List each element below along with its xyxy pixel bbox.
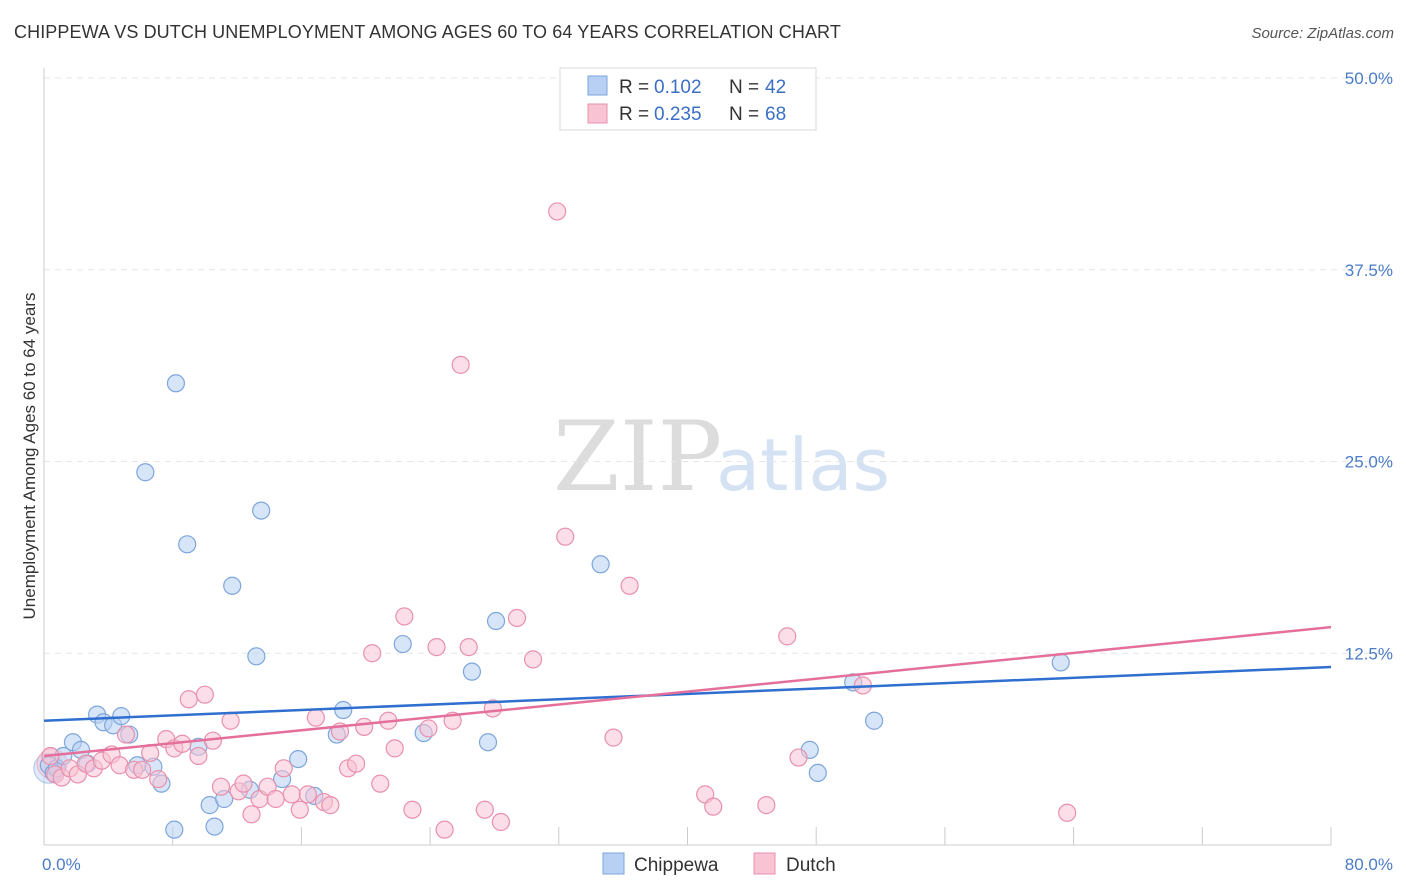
point-dutch bbox=[475, 800, 494, 819]
bottom-legend: Chippewa Dutch bbox=[602, 852, 836, 876]
point-dutch bbox=[211, 777, 231, 796]
point-dutch bbox=[274, 759, 293, 778]
point-chippewa bbox=[252, 501, 271, 520]
source-label: Source: ZipAtlas.com bbox=[1251, 25, 1394, 42]
point-dutch bbox=[282, 785, 301, 804]
point-chippewa bbox=[334, 700, 353, 720]
point-dutch bbox=[321, 796, 340, 815]
legend-r-label-dutch: R = bbox=[619, 104, 649, 125]
trend-line-dutch bbox=[43, 625, 1332, 758]
point-chippewa bbox=[486, 611, 506, 631]
y-tick-label: 37.5% bbox=[1345, 261, 1393, 280]
point-dutch bbox=[523, 650, 543, 669]
bottom-legend-swatch-dutch bbox=[753, 852, 776, 875]
point-dutch bbox=[604, 728, 623, 747]
point-dutch bbox=[298, 785, 317, 804]
point-chippewa bbox=[223, 576, 242, 595]
point-chippewa bbox=[178, 535, 197, 554]
point-chippewa bbox=[165, 820, 184, 839]
point-dutch bbox=[507, 608, 527, 628]
y-tick-label: 50.0% bbox=[1345, 69, 1393, 88]
point-dutch bbox=[189, 746, 208, 766]
point-dutch bbox=[306, 708, 325, 727]
legend-r-value-dutch: 0.235 bbox=[654, 104, 702, 125]
point-chippewa bbox=[205, 817, 224, 836]
point-chippewa bbox=[393, 634, 412, 654]
point-dutch bbox=[1058, 803, 1077, 822]
point-dutch bbox=[221, 711, 240, 730]
point-dutch bbox=[419, 719, 438, 738]
legend-n-label-dutch: N = bbox=[729, 104, 759, 125]
point-dutch bbox=[179, 690, 198, 709]
point-dutch bbox=[789, 748, 808, 767]
y-tick-labels: 12.5% 25.0% 37.5% 50.0% bbox=[1345, 69, 1393, 663]
point-chippewa bbox=[136, 463, 155, 482]
watermark-atlas: atlas bbox=[716, 423, 890, 507]
point-dutch bbox=[395, 607, 414, 626]
point-chippewa bbox=[289, 749, 308, 769]
point-chippewa bbox=[591, 555, 610, 574]
legend-r-label-chippewa: R = bbox=[619, 77, 649, 98]
point-dutch bbox=[704, 797, 723, 816]
points-layer bbox=[33, 202, 1077, 839]
point-dutch bbox=[363, 644, 382, 663]
point-dutch bbox=[346, 754, 366, 773]
point-dutch bbox=[556, 527, 575, 546]
y-axis-label: Unemployment Among Ages 60 to 64 years bbox=[20, 293, 39, 620]
chart-title: CHIPPEWA VS DUTCH UNEMPLOYMENT AMONG AGE… bbox=[14, 22, 841, 42]
point-dutch bbox=[242, 805, 261, 824]
point-dutch bbox=[116, 725, 136, 744]
top-legend: R = 0.102 N = 42 R = 0.235 N = 68 bbox=[559, 67, 817, 131]
point-chippewa bbox=[865, 711, 884, 730]
point-dutch bbox=[435, 820, 454, 839]
point-dutch bbox=[371, 774, 390, 793]
point-dutch bbox=[620, 576, 639, 595]
point-dutch bbox=[149, 769, 168, 789]
point-dutch bbox=[385, 739, 404, 758]
bottom-legend-label-dutch: Dutch bbox=[786, 855, 836, 876]
legend-n-label-chippewa: N = bbox=[729, 77, 759, 98]
point-dutch bbox=[266, 789, 285, 809]
y-tick-label: 12.5% bbox=[1345, 644, 1393, 663]
point-dutch bbox=[491, 812, 510, 832]
legend-n-value-chippewa: 42 bbox=[765, 77, 786, 98]
watermark-zip: ZIP bbox=[553, 401, 722, 513]
point-chippewa bbox=[478, 733, 498, 752]
axis-layer bbox=[43, 68, 1331, 846]
y-tick-label: 25.0% bbox=[1345, 453, 1393, 472]
point-dutch bbox=[778, 627, 797, 646]
point-dutch bbox=[290, 800, 309, 819]
legend-swatch-chippewa bbox=[587, 75, 608, 96]
point-dutch bbox=[133, 760, 152, 779]
point-chippewa bbox=[247, 647, 266, 666]
point-chippewa bbox=[462, 662, 482, 681]
point-dutch bbox=[548, 202, 567, 221]
bottom-legend-label-chippewa: Chippewa bbox=[634, 855, 719, 876]
legend-n-value-dutch: 68 bbox=[765, 104, 786, 125]
point-chippewa bbox=[166, 374, 186, 393]
point-dutch bbox=[355, 717, 374, 736]
legend-r-value-chippewa: 0.102 bbox=[654, 77, 702, 98]
trend-line-chippewa bbox=[43, 665, 1332, 722]
point-dutch bbox=[195, 685, 214, 704]
legend-swatch-dutch bbox=[587, 103, 608, 124]
bottom-legend-swatch-chippewa bbox=[602, 852, 625, 875]
grid-layer bbox=[43, 77, 1391, 845]
x-tick-labels: 0.0% 80.0% bbox=[42, 855, 1393, 874]
point-dutch bbox=[459, 638, 478, 657]
point-chippewa bbox=[808, 763, 827, 783]
point-dutch bbox=[234, 774, 253, 793]
point-dutch bbox=[451, 355, 470, 374]
point-dutch bbox=[427, 638, 446, 657]
point-chippewa bbox=[1051, 653, 1070, 672]
trend-layer bbox=[43, 625, 1332, 758]
point-dutch bbox=[757, 796, 776, 815]
point-dutch bbox=[403, 800, 422, 819]
x-tick-label: 80.0% bbox=[1345, 855, 1393, 874]
x-tick-label: 0.0% bbox=[42, 855, 81, 874]
